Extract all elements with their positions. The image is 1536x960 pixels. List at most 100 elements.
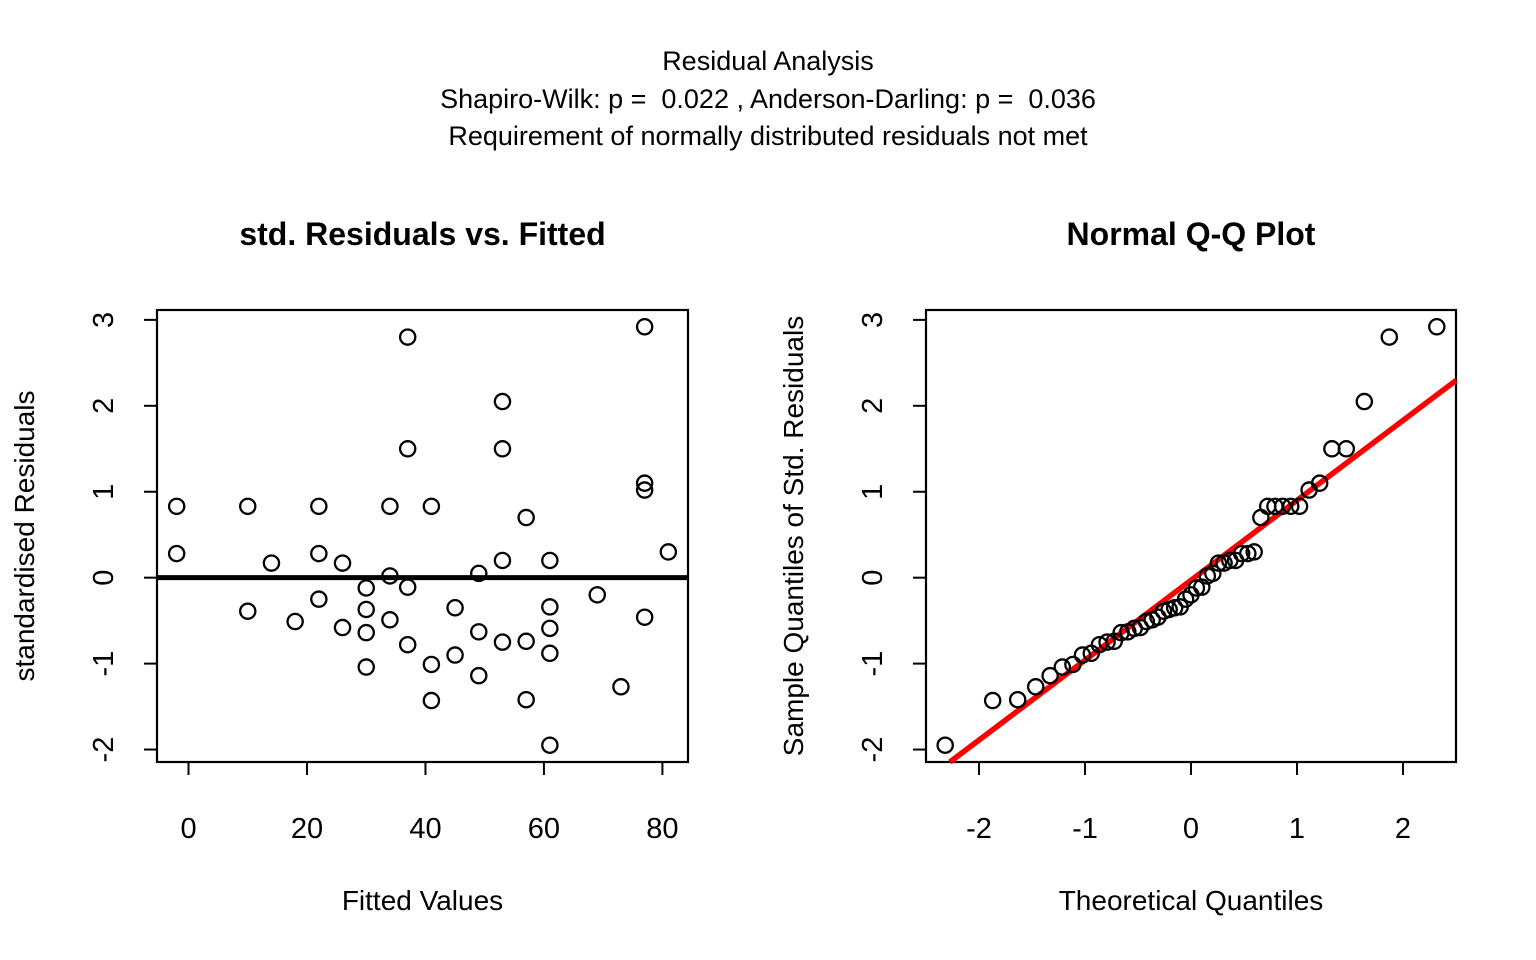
plot-title: Normal Q-Q Plot xyxy=(1067,216,1316,252)
x-tick-label: 80 xyxy=(646,813,678,845)
data-point-marker xyxy=(541,619,559,638)
data-point-marker xyxy=(167,544,186,563)
data-point-marker xyxy=(470,623,488,641)
x-axis-title: Fitted Values xyxy=(342,885,503,916)
data-point-marker xyxy=(357,579,375,597)
data-point-marker xyxy=(381,611,399,629)
data-point-marker xyxy=(333,554,352,572)
data-point-marker xyxy=(541,644,559,663)
x-tick-label: 60 xyxy=(528,813,560,845)
data-point-marker xyxy=(635,481,654,499)
data-point-marker xyxy=(1310,474,1329,492)
data-point-marker xyxy=(381,567,399,585)
data-point-marker xyxy=(612,678,630,696)
data-point-marker xyxy=(470,666,488,685)
data-point-marker xyxy=(1323,440,1341,458)
y-tick-label: 0 xyxy=(857,570,889,586)
subtitle-conclusion: Requirement of normally distributed resi… xyxy=(448,121,1088,151)
data-point-marker xyxy=(1026,678,1045,696)
data-point-marker xyxy=(493,633,512,651)
data-point-marker xyxy=(541,551,559,570)
data-point-marker xyxy=(1281,497,1300,516)
x-tick-label: -1 xyxy=(1072,813,1098,845)
data-point-marker xyxy=(310,590,328,608)
data-point-marker xyxy=(1245,543,1263,561)
y-tick-label: -2 xyxy=(88,737,120,763)
data-point-marker xyxy=(1232,544,1251,563)
y-tick-label: 3 xyxy=(857,312,889,328)
data-point-marker xyxy=(357,623,375,642)
data-point-marker xyxy=(1176,590,1195,608)
x-tick-label: 0 xyxy=(180,813,196,845)
data-point-marker xyxy=(541,736,559,754)
data-point-marker xyxy=(333,618,352,637)
data-point-marker xyxy=(635,474,654,492)
data-point-marker xyxy=(398,328,417,346)
data-point-marker xyxy=(936,736,954,754)
qq-reference-line xyxy=(948,378,1458,765)
data-point-marker xyxy=(1131,618,1150,637)
plot-box xyxy=(924,308,1458,764)
y-tick-label: 1 xyxy=(88,484,120,500)
data-point-marker xyxy=(1098,633,1116,651)
y-axis-title: Sample Quantiles of Std. Residuals xyxy=(778,316,809,756)
y-tick-label: 3 xyxy=(88,312,120,328)
data-point-marker xyxy=(659,543,678,561)
data-point-marker xyxy=(381,497,399,516)
data-point-marker xyxy=(357,658,375,676)
plot-box xyxy=(155,308,690,764)
data-point-marker xyxy=(398,440,417,458)
data-point-marker xyxy=(493,551,512,570)
data-point-marker xyxy=(493,392,512,411)
y-tick-label: -1 xyxy=(88,651,120,677)
y-tick-label: 1 xyxy=(857,484,889,500)
data-point-marker xyxy=(398,578,417,596)
data-point-marker xyxy=(1428,318,1446,336)
plot-title: std. Residuals vs. Fitted xyxy=(239,216,605,252)
x-tick-label: 0 xyxy=(1183,813,1199,845)
data-point-marker xyxy=(1209,554,1228,572)
y-tick-label: -1 xyxy=(857,651,889,677)
data-point-marker xyxy=(262,554,281,572)
data-point-marker xyxy=(1073,646,1092,664)
main-title: Residual Analysis xyxy=(662,46,874,76)
data-point-marker xyxy=(310,544,328,563)
data-point-marker xyxy=(635,608,654,626)
data-point-marker xyxy=(1053,658,1072,676)
data-point-marker xyxy=(1355,392,1374,411)
y-tick-label: 2 xyxy=(857,398,889,414)
data-point-marker xyxy=(517,508,535,527)
data-point-marker xyxy=(541,598,559,616)
y-tick-label: 2 xyxy=(88,398,120,414)
data-point-marker xyxy=(1380,328,1399,346)
data-point-marker xyxy=(239,497,257,516)
data-point-marker xyxy=(357,600,375,619)
data-point-marker xyxy=(422,497,441,516)
y-tick-label: 0 xyxy=(88,570,120,586)
data-point-marker xyxy=(446,646,464,664)
data-point-marker xyxy=(286,612,304,631)
data-point-marker xyxy=(1064,655,1082,674)
data-point-marker xyxy=(588,586,606,604)
data-point-marker xyxy=(983,691,1002,710)
data-point-marker xyxy=(1273,497,1292,516)
data-point-marker xyxy=(1041,666,1059,685)
data-point-marker xyxy=(398,635,417,654)
data-point-marker xyxy=(1290,497,1309,516)
data-point-marker xyxy=(1252,508,1270,527)
x-tick-label: 20 xyxy=(291,813,323,845)
data-point-marker xyxy=(446,599,464,617)
data-point-marker xyxy=(310,497,328,516)
data-point-marker xyxy=(517,690,535,709)
subtitle-test-results: Shapiro-Wilk: p = 0.022 , Anderson-Darli… xyxy=(440,84,1096,114)
y-axis-title: standardised Residuals xyxy=(9,390,40,681)
data-point-marker xyxy=(1204,564,1222,583)
data-point-marker xyxy=(1008,690,1027,709)
data-point-marker xyxy=(493,440,512,458)
x-tick-label: 2 xyxy=(1395,813,1411,845)
x-tick-label: 1 xyxy=(1289,813,1305,845)
data-point-marker xyxy=(167,497,186,516)
data-point-marker xyxy=(422,655,441,674)
